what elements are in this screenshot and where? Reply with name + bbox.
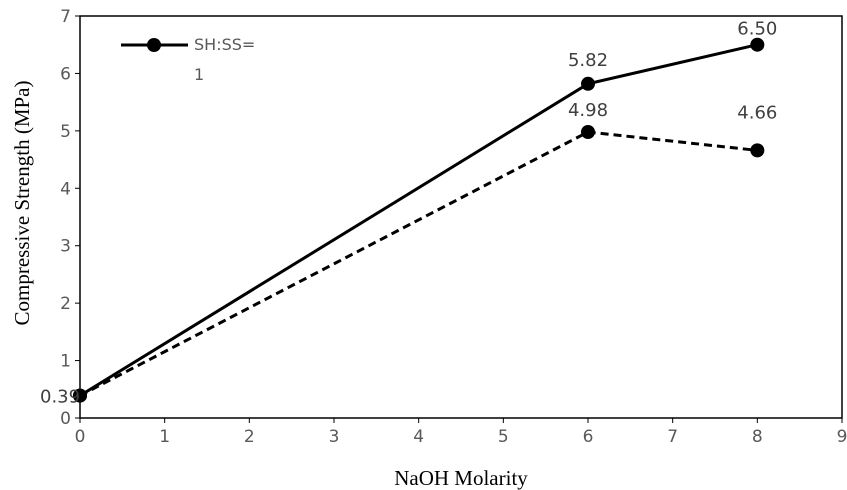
y-tick-label: 6 [60, 64, 71, 84]
data-point [581, 125, 595, 140]
data-point [581, 76, 595, 91]
y-tick-label: 0 [60, 409, 71, 429]
legend-point-marker [147, 38, 161, 52]
data-labels: 0.39 5.82 6.50 4.98 4.66 [40, 19, 777, 408]
axes: 0 1 2 3 4 5 6 7 8 9 0 1 2 3 4 5 6 7 [60, 7, 847, 447]
series-dashed [73, 125, 765, 403]
x-tick-label: 7 [667, 427, 678, 447]
legend: SH:SS= 1 [121, 35, 255, 84]
legend-label-line2: 1 [194, 65, 204, 84]
data-label: 4.66 [737, 102, 777, 123]
y-tick-label: 7 [60, 7, 71, 27]
series-line-dashed [79, 130, 758, 397]
x-axis-title: NaOH Molarity [394, 466, 528, 490]
legend-label-line1: SH:SS= [194, 35, 255, 54]
y-axis-title: Compressive Strength (MPa) [10, 81, 34, 326]
x-tick-label: 2 [244, 427, 255, 447]
plot-area-border [79, 15, 843, 419]
x-tick-label: 1 [159, 427, 170, 447]
data-point [750, 37, 765, 52]
data-label: 5.82 [568, 50, 608, 71]
x-tick-label: 4 [413, 427, 424, 447]
data-label: 6.50 [737, 19, 777, 40]
y-tick-label: 2 [60, 294, 71, 314]
data-point [73, 388, 87, 403]
x-tick-label: 5 [498, 427, 509, 447]
data-label: 4.98 [568, 100, 608, 121]
x-tick-label: 3 [329, 427, 340, 447]
data-point [750, 143, 765, 158]
x-tick-label: 8 [752, 427, 763, 447]
x-tick-label: 9 [837, 427, 847, 447]
y-tick-label: 1 [60, 352, 71, 372]
y-tick-label: 3 [60, 237, 71, 257]
series-layer [73, 37, 765, 403]
y-tick-label: 4 [60, 179, 71, 199]
x-tick-label: 0 [75, 427, 86, 447]
data-label: 0.39 [40, 387, 80, 408]
y-tick-label: 5 [60, 122, 71, 142]
x-tick-label: 6 [583, 427, 594, 447]
